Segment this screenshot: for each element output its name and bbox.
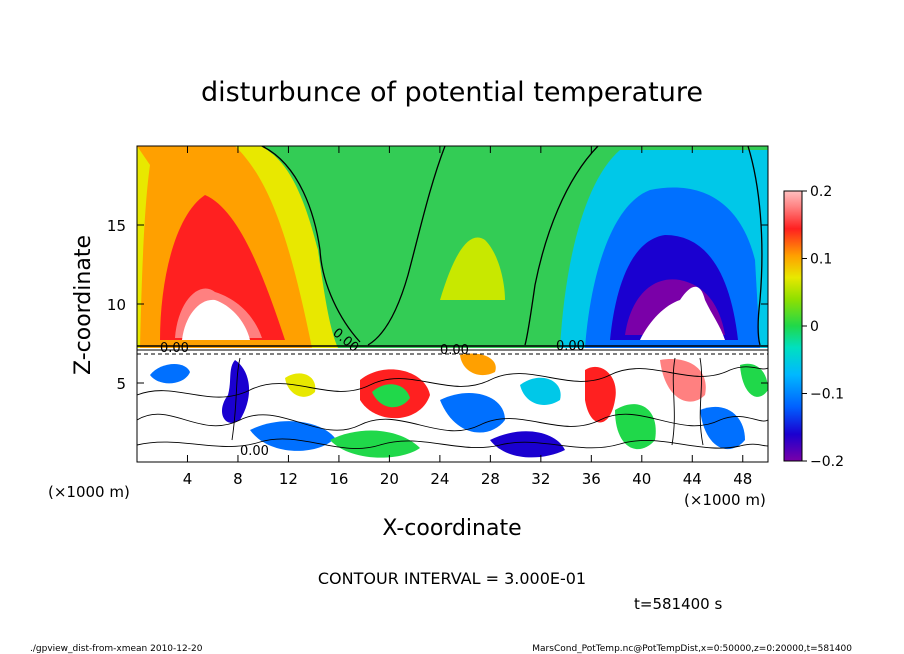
lower-blob-3 bbox=[250, 421, 335, 451]
x-tick-label: 44 bbox=[683, 470, 702, 488]
lower-contour-2 bbox=[137, 366, 768, 398]
x-tick-label: 28 bbox=[481, 470, 500, 488]
contour-label: 0.00 bbox=[240, 444, 269, 459]
x-tick-label: 4 bbox=[183, 470, 193, 488]
x-tick-label: 36 bbox=[582, 470, 601, 488]
cold-anomaly-core bbox=[640, 286, 725, 340]
y-unit-label: (×1000 m) bbox=[48, 483, 130, 501]
contour-label: 0.00 bbox=[440, 343, 469, 358]
vertical-plume-1 bbox=[231, 357, 241, 441]
x-tick-label: 32 bbox=[531, 470, 550, 488]
lower-blob-8 bbox=[490, 431, 565, 458]
zero-contour-center bbox=[367, 146, 446, 346]
x-tick-label: 24 bbox=[430, 470, 449, 488]
contour-label: 0.00 bbox=[160, 341, 189, 356]
zero-contour-right bbox=[524, 146, 599, 346]
x-axis: 4 8 12 16 20 24 28 32 36 40 44 48 bbox=[183, 146, 752, 488]
lower-contour-1 bbox=[137, 413, 768, 432]
y-tick-label: 5 bbox=[116, 375, 126, 393]
x-tick-label: 12 bbox=[279, 470, 298, 488]
colorbar-tick-label: 0.2 bbox=[810, 184, 832, 200]
footer-right: MarsCond_PotTemp.nc@PotTempDist,x=0:5000… bbox=[532, 644, 852, 654]
lower-contour-3 bbox=[137, 438, 768, 449]
colorbar-tick-label: −0.2 bbox=[810, 454, 844, 470]
zero-contour-left bbox=[261, 146, 361, 343]
x-axis-title: X-coordinate bbox=[382, 516, 521, 541]
y-axis: 5 10 15 bbox=[107, 217, 768, 393]
lower-blob-12 bbox=[660, 359, 706, 402]
colorbar-tick-label: 0 bbox=[810, 319, 819, 335]
time-text: t=581400 s bbox=[634, 595, 722, 613]
x-unit-label: (×1000 m) bbox=[684, 491, 766, 509]
contour-label: 0.00 bbox=[556, 339, 585, 354]
colorbar-ticks: −0.2 −0.1 0 0.1 0.2 bbox=[802, 184, 844, 470]
vertical-plume-2 bbox=[671, 357, 676, 446]
colorbar bbox=[783, 190, 803, 462]
lower-blob-1 bbox=[150, 364, 190, 384]
chart-title: disturbunce of potential temperature bbox=[201, 77, 703, 108]
x-tick-label: 48 bbox=[733, 470, 752, 488]
lower-blob-15 bbox=[285, 373, 316, 397]
colorbar-tick-label: −0.1 bbox=[810, 387, 844, 403]
y-axis-title: Z-coordinate bbox=[71, 235, 96, 375]
plot-area bbox=[137, 146, 768, 462]
lower-blob-9 bbox=[520, 377, 561, 405]
lower-blob-5 bbox=[372, 384, 410, 408]
zero-contour-far-right bbox=[747, 146, 763, 346]
x-tick-label: 20 bbox=[380, 470, 399, 488]
x-tick-label: 16 bbox=[329, 470, 348, 488]
contour-interval-text: CONTOUR INTERVAL = 3.000E-01 bbox=[318, 569, 586, 588]
lower-blob-16 bbox=[460, 353, 496, 376]
x-tick-label: 40 bbox=[632, 470, 651, 488]
warm-anomaly-core bbox=[182, 299, 250, 340]
center-anomaly-yellow bbox=[440, 237, 505, 300]
lower-blob-14 bbox=[740, 363, 768, 397]
footer-left: ./gpview_dist-from-xmean 2010-12-20 bbox=[30, 644, 203, 654]
lower-blob-7 bbox=[440, 392, 505, 433]
colorbar-tick-label: 0.1 bbox=[810, 252, 832, 268]
lower-blob-2 bbox=[221, 360, 250, 423]
y-tick-label: 10 bbox=[107, 296, 126, 314]
lower-blob-6 bbox=[330, 430, 420, 458]
lower-blob-13 bbox=[700, 406, 745, 450]
lower-blob-11 bbox=[615, 404, 656, 450]
y-tick-label: 15 bbox=[107, 217, 126, 235]
vertical-plume-3 bbox=[699, 357, 704, 446]
x-tick-label: 8 bbox=[233, 470, 243, 488]
